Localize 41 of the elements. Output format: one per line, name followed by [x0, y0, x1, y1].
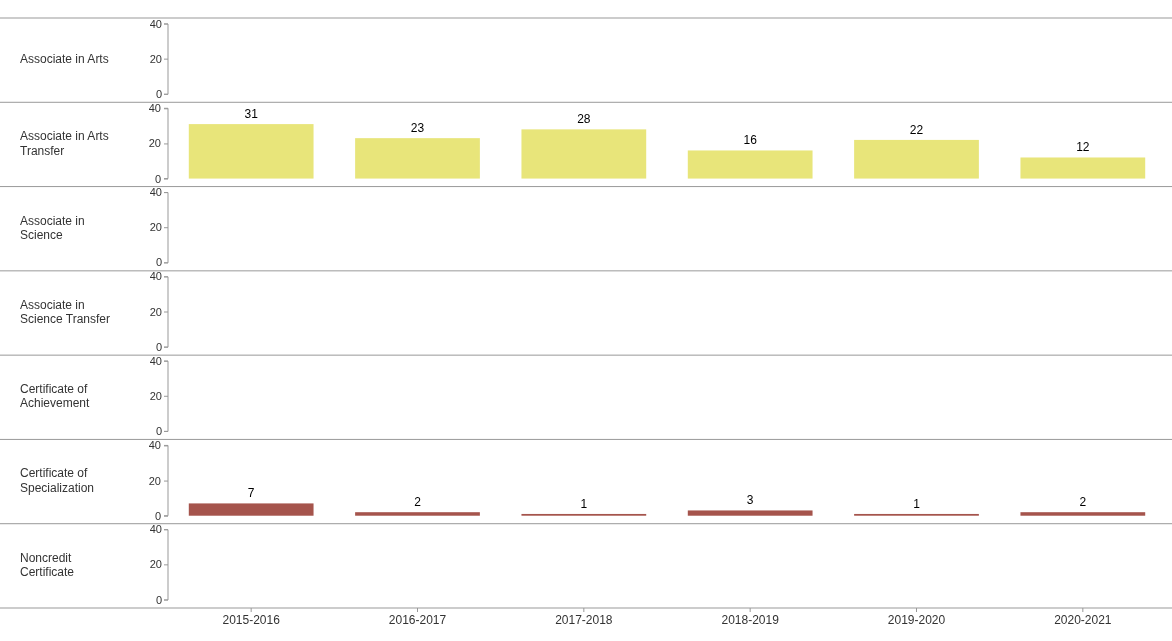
category-label: 2015-2016 [222, 612, 281, 627]
text: Certificate of Achievement [20, 382, 91, 411]
data-label: 23 [410, 121, 425, 136]
data-label: 28 [577, 112, 591, 127]
bar [188, 503, 314, 516]
y-tick-label: 40 [148, 102, 161, 115]
bar [188, 124, 314, 179]
bar [1020, 157, 1146, 179]
data-label: 2 [1079, 495, 1087, 510]
y-tick-label: 0 [154, 509, 161, 522]
category-label: 2018-2019 [721, 612, 780, 627]
data-label: 2 [414, 495, 422, 510]
text: Noncredit Certificate [20, 550, 75, 580]
category-label: 2019-2020 [887, 612, 946, 627]
text: Associate in Arts [20, 52, 109, 67]
text: Associate in Science [20, 213, 85, 243]
y-tick-label: 20 [148, 137, 161, 150]
data-label: 22 [909, 122, 924, 137]
text: Associate in Science Transfer [20, 297, 111, 327]
bar [1020, 512, 1146, 516]
y-axis-title: Certificate of Specialization [20, 466, 95, 495]
bar [355, 138, 480, 179]
bar [687, 510, 813, 516]
bar [854, 139, 979, 179]
data-label: 31 [244, 107, 259, 122]
y-tick-label: 40 [148, 439, 161, 452]
bar [687, 150, 813, 179]
data-label: 1 [913, 496, 921, 511]
bar [521, 129, 647, 179]
category-label: 2020-2021 [1054, 612, 1112, 627]
data-label: 12 [1076, 140, 1090, 155]
data-label: 3 [746, 493, 754, 508]
data-label: 16 [743, 133, 758, 148]
y-axis-title: Associate in Arts Transfer [20, 129, 109, 158]
data-label: 7 [247, 486, 255, 501]
y-tick-label: 0 [154, 172, 161, 185]
category-label: 2017-2018 [555, 612, 613, 627]
category-label: 2016-2017 [388, 612, 447, 627]
bar [355, 512, 480, 516]
y-tick-label: 20 [148, 474, 161, 487]
data-label: 1 [580, 496, 588, 511]
